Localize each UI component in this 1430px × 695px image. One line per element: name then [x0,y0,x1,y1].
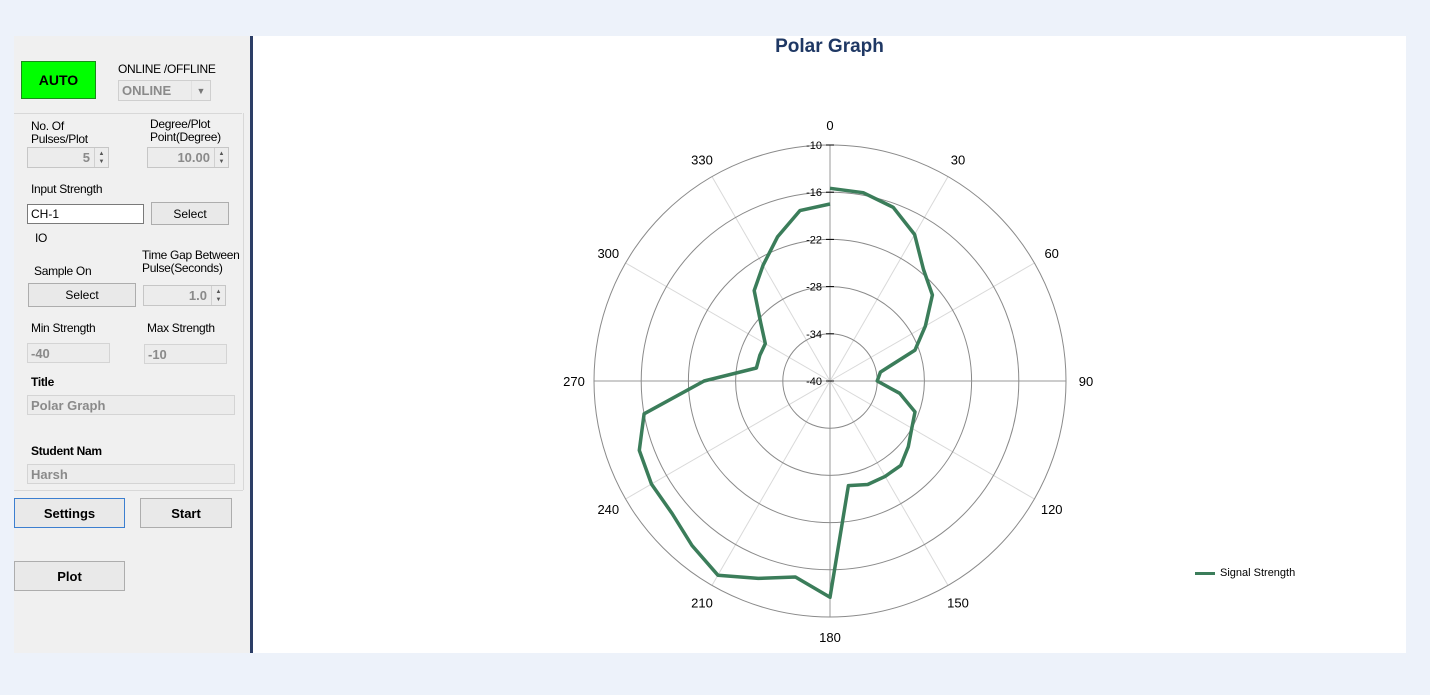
grid-spoke [829,380,1035,500]
student-name-label: Student Nam [31,444,102,458]
angle-label: 240 [597,502,619,517]
input-strength-field[interactable]: CH-1 [27,204,144,224]
angle-label: 330 [691,152,713,167]
max-strength-field[interactable]: -10 [144,344,227,364]
angle-label: 120 [1041,502,1063,517]
input-strength-label: Input Strength [31,182,103,196]
plot-button[interactable]: Plot [14,561,125,591]
legend-label: Signal Strength [1220,567,1296,579]
angle-label: 60 [1044,246,1058,261]
grid-spoke [829,176,949,382]
radial-tick-label: -34 [806,329,822,341]
angle-label: 150 [947,596,969,611]
degree-value: 10.00 [177,150,210,165]
auto-button[interactable]: AUTO [21,61,96,99]
min-strength-label: Min Strength [31,321,96,335]
input-select-button[interactable]: Select [151,202,229,225]
title-field[interactable]: Polar Graph [27,395,235,415]
settings-button[interactable]: Settings [14,498,125,528]
radial-tick-label: -28 [806,282,822,294]
chevron-down-icon[interactable]: ▼ [191,81,210,100]
max-strength-label: Max Strength [147,321,215,335]
panel-divider[interactable] [250,36,253,653]
chart-area: Polar Graph -10 -16 -22 -28 -34 -40 0 30 60 90 120… [253,36,1406,653]
angle-label: 180 [819,630,841,645]
pulses-value: 5 [82,150,90,165]
radial-tick-label: -40 [806,376,822,388]
sample-on-label: Sample On [34,264,92,278]
title-label: Title [31,375,54,389]
radial-tick-label: -16 [806,187,822,199]
min-strength-field[interactable]: -40 [27,343,110,363]
stepper-arrows-icon[interactable]: ▲ ▼ [214,148,228,167]
time-gap-label: Time Gap Between Pulse(Seconds) [142,248,240,275]
start-button[interactable]: Start [140,498,232,528]
time-gap-value: 1.0 [188,288,207,303]
degree-stepper[interactable]: 10.00 ▲ ▼ [147,147,229,168]
pulses-stepper[interactable]: 5 ▲ ▼ [27,147,109,168]
stepper-arrows-icon[interactable]: ▲ ▼ [211,286,225,305]
angle-label: 270 [563,374,585,389]
grid-spoke [711,380,831,586]
online-offline-value: ONLINE [122,83,172,98]
sample-select-button[interactable]: Select [28,283,136,307]
chart-legend: Signal Strength [1195,567,1295,579]
online-offline-select[interactable]: ONLINE ▼ [118,80,211,101]
online-offline-label: ONLINE /OFFLINE [118,62,216,76]
grid-spoke [829,380,949,586]
separator-vertical [243,113,244,490]
separator [14,490,243,491]
chart-title: Polar Graph [775,36,884,57]
time-gap-stepper[interactable]: 1.0 ▲ ▼ [143,285,226,306]
angle-label: 0 [826,118,833,133]
pulses-label: No. Of Pulses/Plot [31,119,88,146]
stepper-arrows-icon[interactable]: ▲ ▼ [94,148,108,167]
grid-spoke [829,262,1035,382]
angle-label: 90 [1079,374,1093,389]
io-label: IO [35,231,48,245]
angle-label: 210 [691,596,713,611]
polar-chart: -10 -16 -22 -28 -34 -40 0 30 60 90 120 150 180 210 240… [563,118,1093,645]
control-panel: AUTO ONLINE /OFFLINE ONLINE ▼ No. Of Pul… [14,36,250,653]
student-name-field[interactable]: Harsh [27,464,235,484]
grid-spoke [711,176,831,382]
angle-label: 30 [951,152,965,167]
series-line-signal-strength [637,186,935,600]
degree-label: Degree/Plot Point(Degree) [150,117,221,144]
radial-tick-label: -22 [806,234,822,246]
grid-spoke [625,380,831,500]
grid-spoke [625,262,831,382]
radial-tick-label: -10 [806,140,822,152]
angle-label: 300 [597,246,619,261]
separator [14,113,242,114]
legend-swatch [1195,571,1215,575]
